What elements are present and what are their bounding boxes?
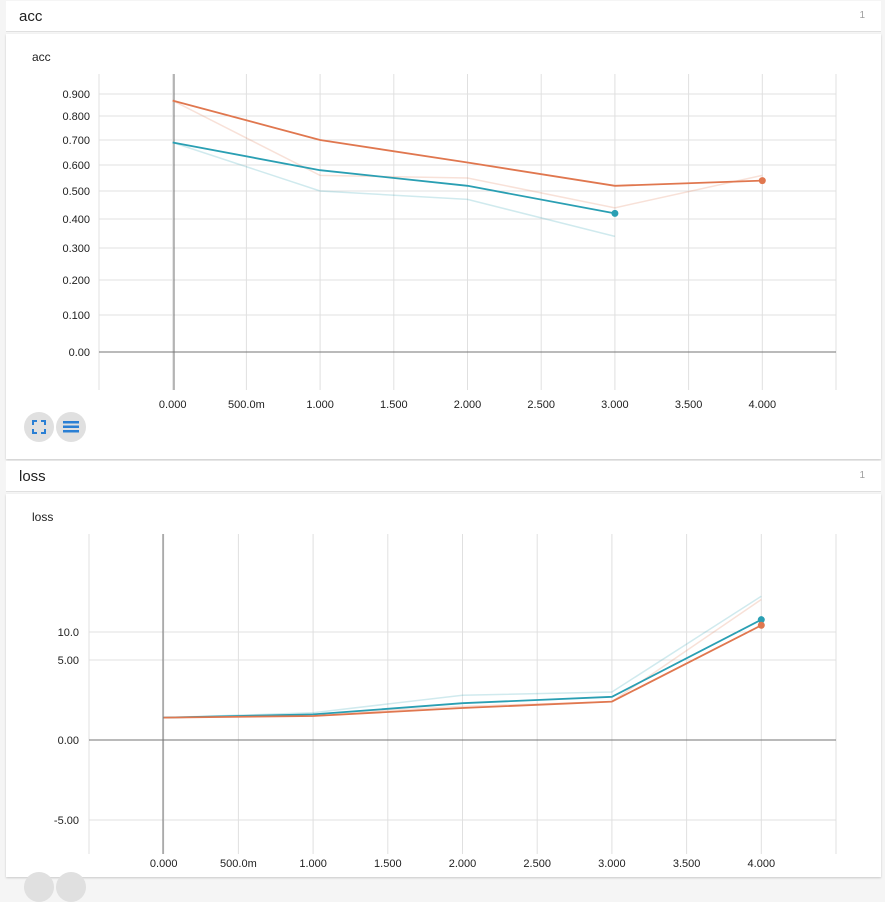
x-tick-label: 2.500: [523, 858, 551, 870]
series-end-point: [758, 177, 766, 185]
series-line-smoothed: [172, 141, 616, 215]
x-tick-label: 0.000: [150, 858, 178, 870]
x-tick-label: 2.500: [527, 399, 555, 411]
x-tick-label: 2.000: [454, 399, 482, 411]
y-tick-label: 0.200: [62, 275, 90, 287]
series-line-raw: [172, 141, 616, 238]
chart-card-acc: acc 0.000 500.0m 1.000 1.500 2.000 2.500 3.000 3…: [6, 34, 881, 459]
x-tick-label: 1.500: [374, 858, 402, 870]
y-tick-label: 0.900: [62, 89, 90, 101]
y-tick-label: 10.0: [58, 627, 79, 639]
x-tick-label: 500.0m: [228, 399, 265, 411]
y-tick-label: -5.00: [54, 815, 79, 827]
series-end-point: [757, 621, 765, 629]
series-end-point: [757, 616, 765, 624]
y-tick-label: 0.700: [62, 135, 90, 147]
x-tick-label: 1.500: [380, 399, 408, 411]
series-end-point: [611, 209, 619, 217]
expand-button[interactable]: [24, 412, 54, 442]
series-group: [163, 595, 765, 719]
x-tick-label: 2.000: [449, 858, 477, 870]
y-tick-label: 0.00: [58, 735, 79, 747]
y-tick-label: 0.800: [62, 111, 90, 123]
acc-chart: acc 0.000 500.0m 1.000 1.500 2.000 2.500 3.000 3…: [32, 50, 837, 411]
series-group: [172, 99, 766, 238]
series-line-smoothed: [163, 618, 762, 719]
x-tick-label: 1.000: [306, 399, 334, 411]
expand-icon: [32, 420, 46, 434]
section-title: loss: [19, 468, 46, 485]
y-tick-label: 0.600: [62, 160, 90, 172]
section-header-loss[interactable]: loss 1: [6, 461, 881, 492]
series-line-raw: [172, 99, 763, 209]
chart-title: loss: [32, 510, 53, 524]
x-tick-label: 4.000: [749, 399, 777, 411]
y-tick-label: 0.300: [62, 243, 90, 255]
x-tick-label: 3.500: [673, 858, 701, 870]
section-count: 1: [859, 10, 865, 21]
data-table-button[interactable]: [56, 412, 86, 442]
y-tick-label: 0.400: [62, 214, 90, 226]
x-tick-label: 500.0m: [220, 858, 257, 870]
chart-title: acc: [32, 50, 51, 64]
x-tick-label: 3.500: [675, 399, 703, 411]
y-tick-label: 5.00: [58, 655, 79, 667]
section-title: acc: [19, 8, 43, 25]
chart-card-loss: loss 0.000 500.0m 1.000 1.500 2.000 2.500 3.000…: [6, 494, 881, 902]
section-count: 1: [859, 470, 865, 481]
series-line-smoothed: [172, 99, 763, 187]
series-line-raw: [163, 595, 762, 719]
x-tick-label: 3.000: [601, 399, 629, 411]
series-line-smoothed: [163, 624, 762, 719]
section-header-acc[interactable]: acc 1: [6, 1, 881, 32]
x-tick-label: 0.000: [159, 399, 187, 411]
x-tick-label: 1.000: [299, 858, 327, 870]
y-tick-label: 0.500: [62, 186, 90, 198]
x-tick-label: 3.000: [598, 858, 626, 870]
y-tick-label: 0.100: [62, 310, 90, 322]
y-tick-label: 0.00: [69, 347, 90, 359]
loss-chart: loss 0.000 500.0m 1.000 1.500 2.000 2.500 3.000…: [32, 510, 837, 870]
x-tick-label: 4.000: [748, 858, 776, 870]
menu-icon: [63, 421, 79, 433]
